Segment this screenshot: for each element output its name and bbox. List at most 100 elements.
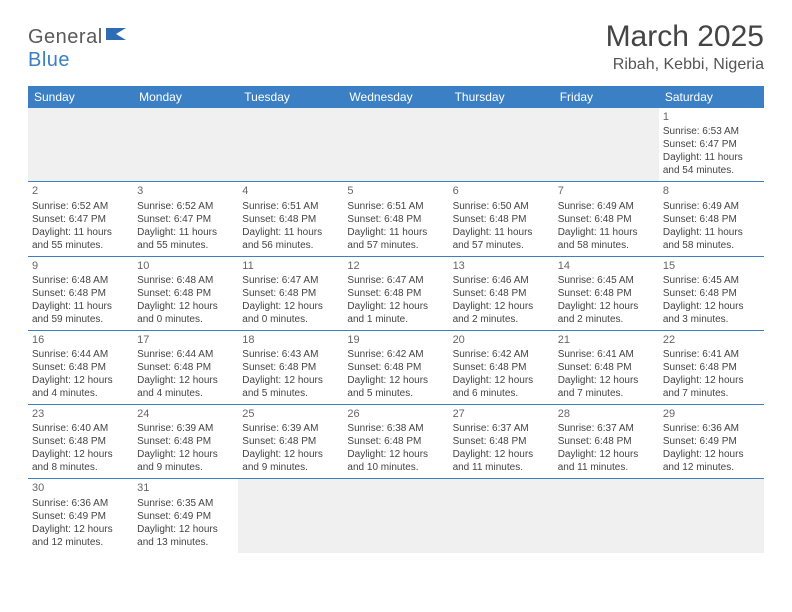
sunset-text: Sunset: 6:48 PM: [663, 213, 760, 226]
day-number: 6: [453, 184, 550, 198]
calendar-cell: 16Sunrise: 6:44 AMSunset: 6:48 PMDayligh…: [28, 330, 133, 404]
day-number: 8: [663, 184, 760, 198]
day-number: 19: [347, 333, 444, 347]
calendar-cell: 6 Sunrise: 6:50 AMSunset: 6:48 PMDaylight…: [449, 182, 554, 256]
day-header: Wednesday: [343, 86, 448, 108]
daylight-text: and 55 minutes.: [32, 239, 129, 252]
day-number: 24: [137, 407, 234, 421]
location: Ribah, Kebbi, Nigeria: [606, 56, 764, 74]
day-number: 15: [663, 259, 760, 273]
calendar-cell: 30Sunrise: 6:36 AMSunset: 6:49 PMDayligh…: [28, 479, 133, 553]
daylight-text: and 11 minutes.: [453, 461, 550, 474]
day-number: 28: [558, 407, 655, 421]
daylight-text: and 12 minutes.: [32, 536, 129, 549]
day-number: 13: [453, 259, 550, 273]
daylight-text: and 56 minutes.: [242, 239, 339, 252]
calendar-cell: 5Sunrise: 6:51 AMSunset: 6:48 PMDaylight…: [343, 182, 448, 256]
day-number: 22: [663, 333, 760, 347]
daylight-text: and 8 minutes.: [32, 461, 129, 474]
day-number: 12: [347, 259, 444, 273]
sunrise-text: Sunrise: 6:45 AM: [663, 274, 760, 287]
daylight-text: Daylight: 12 hours: [242, 448, 339, 461]
daylight-text: Daylight: 11 hours: [347, 226, 444, 239]
sunset-text: Sunset: 6:48 PM: [32, 435, 129, 448]
title-block: March 2025 Ribah, Kebbi, Nigeria: [606, 20, 764, 74]
daylight-text: Daylight: 11 hours: [242, 226, 339, 239]
sunset-text: Sunset: 6:48 PM: [663, 287, 760, 300]
day-number: 30: [32, 481, 129, 495]
calendar-cell: 10Sunrise: 6:48 AMSunset: 6:48 PMDayligh…: [133, 256, 238, 330]
daylight-text: and 58 minutes.: [558, 239, 655, 252]
sunrise-text: Sunrise: 6:49 AM: [663, 200, 760, 213]
daylight-text: Daylight: 11 hours: [32, 300, 129, 313]
daylight-text: Daylight: 12 hours: [242, 300, 339, 313]
daylight-text: Daylight: 12 hours: [32, 448, 129, 461]
calendar-cell-empty: [659, 479, 764, 553]
sunset-text: Sunset: 6:48 PM: [137, 435, 234, 448]
day-header: Monday: [133, 86, 238, 108]
calendar-cell: 9Sunrise: 6:48 AMSunset: 6:48 PMDaylight…: [28, 256, 133, 330]
day-number: 26: [347, 407, 444, 421]
daylight-text: and 12 minutes.: [663, 461, 760, 474]
calendar-cell: 22Sunrise: 6:41 AMSunset: 6:48 PMDayligh…: [659, 330, 764, 404]
calendar-page: GeneralBlue March 2025 Ribah, Kebbi, Nig…: [0, 0, 792, 573]
sunrise-text: Sunrise: 6:40 AM: [32, 422, 129, 435]
calendar-cell-empty: [133, 108, 238, 182]
day-number: 5: [347, 184, 444, 198]
calendar-cell: 23Sunrise: 6:40 AMSunset: 6:48 PMDayligh…: [28, 405, 133, 479]
daylight-text: and 5 minutes.: [242, 387, 339, 400]
sunset-text: Sunset: 6:48 PM: [347, 435, 444, 448]
daylight-text: and 7 minutes.: [663, 387, 760, 400]
sunset-text: Sunset: 6:48 PM: [453, 435, 550, 448]
sunset-text: Sunset: 6:49 PM: [32, 510, 129, 523]
daylight-text: and 0 minutes.: [137, 313, 234, 326]
calendar-cell: 15Sunrise: 6:45 AMSunset: 6:48 PMDayligh…: [659, 256, 764, 330]
sunrise-text: Sunrise: 6:53 AM: [663, 125, 760, 138]
sunset-text: Sunset: 6:48 PM: [558, 435, 655, 448]
sunset-text: Sunset: 6:48 PM: [558, 287, 655, 300]
calendar-cell-empty: [449, 479, 554, 553]
day-number: 29: [663, 407, 760, 421]
calendar-cell: 26Sunrise: 6:38 AMSunset: 6:48 PMDayligh…: [343, 405, 448, 479]
daylight-text: Daylight: 11 hours: [663, 226, 760, 239]
logo-text-blue: Blue: [28, 49, 70, 71]
day-number: 9: [32, 259, 129, 273]
calendar-cell-empty: [554, 479, 659, 553]
logo-text: GeneralBlue: [28, 26, 128, 72]
day-header: Thursday: [449, 86, 554, 108]
daylight-text: Daylight: 12 hours: [558, 374, 655, 387]
calendar-row: 1Sunrise: 6:53 AMSunset: 6:47 PMDaylight…: [28, 108, 764, 182]
daylight-text: Daylight: 12 hours: [558, 448, 655, 461]
calendar-body: 1Sunrise: 6:53 AMSunset: 6:47 PMDaylight…: [28, 108, 764, 553]
day-number: 25: [242, 407, 339, 421]
sunset-text: Sunset: 6:48 PM: [32, 361, 129, 374]
calendar-row: 16Sunrise: 6:44 AMSunset: 6:48 PMDayligh…: [28, 330, 764, 404]
day-number: 3: [137, 184, 234, 198]
day-header-row: Sunday Monday Tuesday Wednesday Thursday…: [28, 86, 764, 108]
sunrise-text: Sunrise: 6:51 AM: [242, 200, 339, 213]
sunrise-text: Sunrise: 6:39 AM: [242, 422, 339, 435]
sunrise-text: Sunrise: 6:44 AM: [137, 348, 234, 361]
sunrise-text: Sunrise: 6:44 AM: [32, 348, 129, 361]
daylight-text: Daylight: 12 hours: [663, 448, 760, 461]
daylight-text: Daylight: 11 hours: [453, 226, 550, 239]
daylight-text: and 54 minutes.: [663, 164, 760, 177]
daylight-text: and 2 minutes.: [453, 313, 550, 326]
daylight-text: and 4 minutes.: [137, 387, 234, 400]
daylight-text: and 6 minutes.: [453, 387, 550, 400]
daylight-text: Daylight: 12 hours: [663, 300, 760, 313]
calendar-cell: 3Sunrise: 6:52 AMSunset: 6:47 PMDaylight…: [133, 182, 238, 256]
sunset-text: Sunset: 6:48 PM: [453, 287, 550, 300]
calendar-cell: 12Sunrise: 6:47 AMSunset: 6:48 PMDayligh…: [343, 256, 448, 330]
day-header: Friday: [554, 86, 659, 108]
sunset-text: Sunset: 6:48 PM: [347, 287, 444, 300]
sunset-text: Sunset: 6:48 PM: [453, 213, 550, 226]
daylight-text: and 57 minutes.: [453, 239, 550, 252]
sunrise-text: Sunrise: 6:41 AM: [663, 348, 760, 361]
sunrise-text: Sunrise: 6:50 AM: [453, 200, 550, 213]
sunrise-text: Sunrise: 6:47 AM: [347, 274, 444, 287]
calendar-cell: 24Sunrise: 6:39 AMSunset: 6:48 PMDayligh…: [133, 405, 238, 479]
sunset-text: Sunset: 6:48 PM: [347, 213, 444, 226]
daylight-text: and 57 minutes.: [347, 239, 444, 252]
daylight-text: Daylight: 12 hours: [347, 374, 444, 387]
